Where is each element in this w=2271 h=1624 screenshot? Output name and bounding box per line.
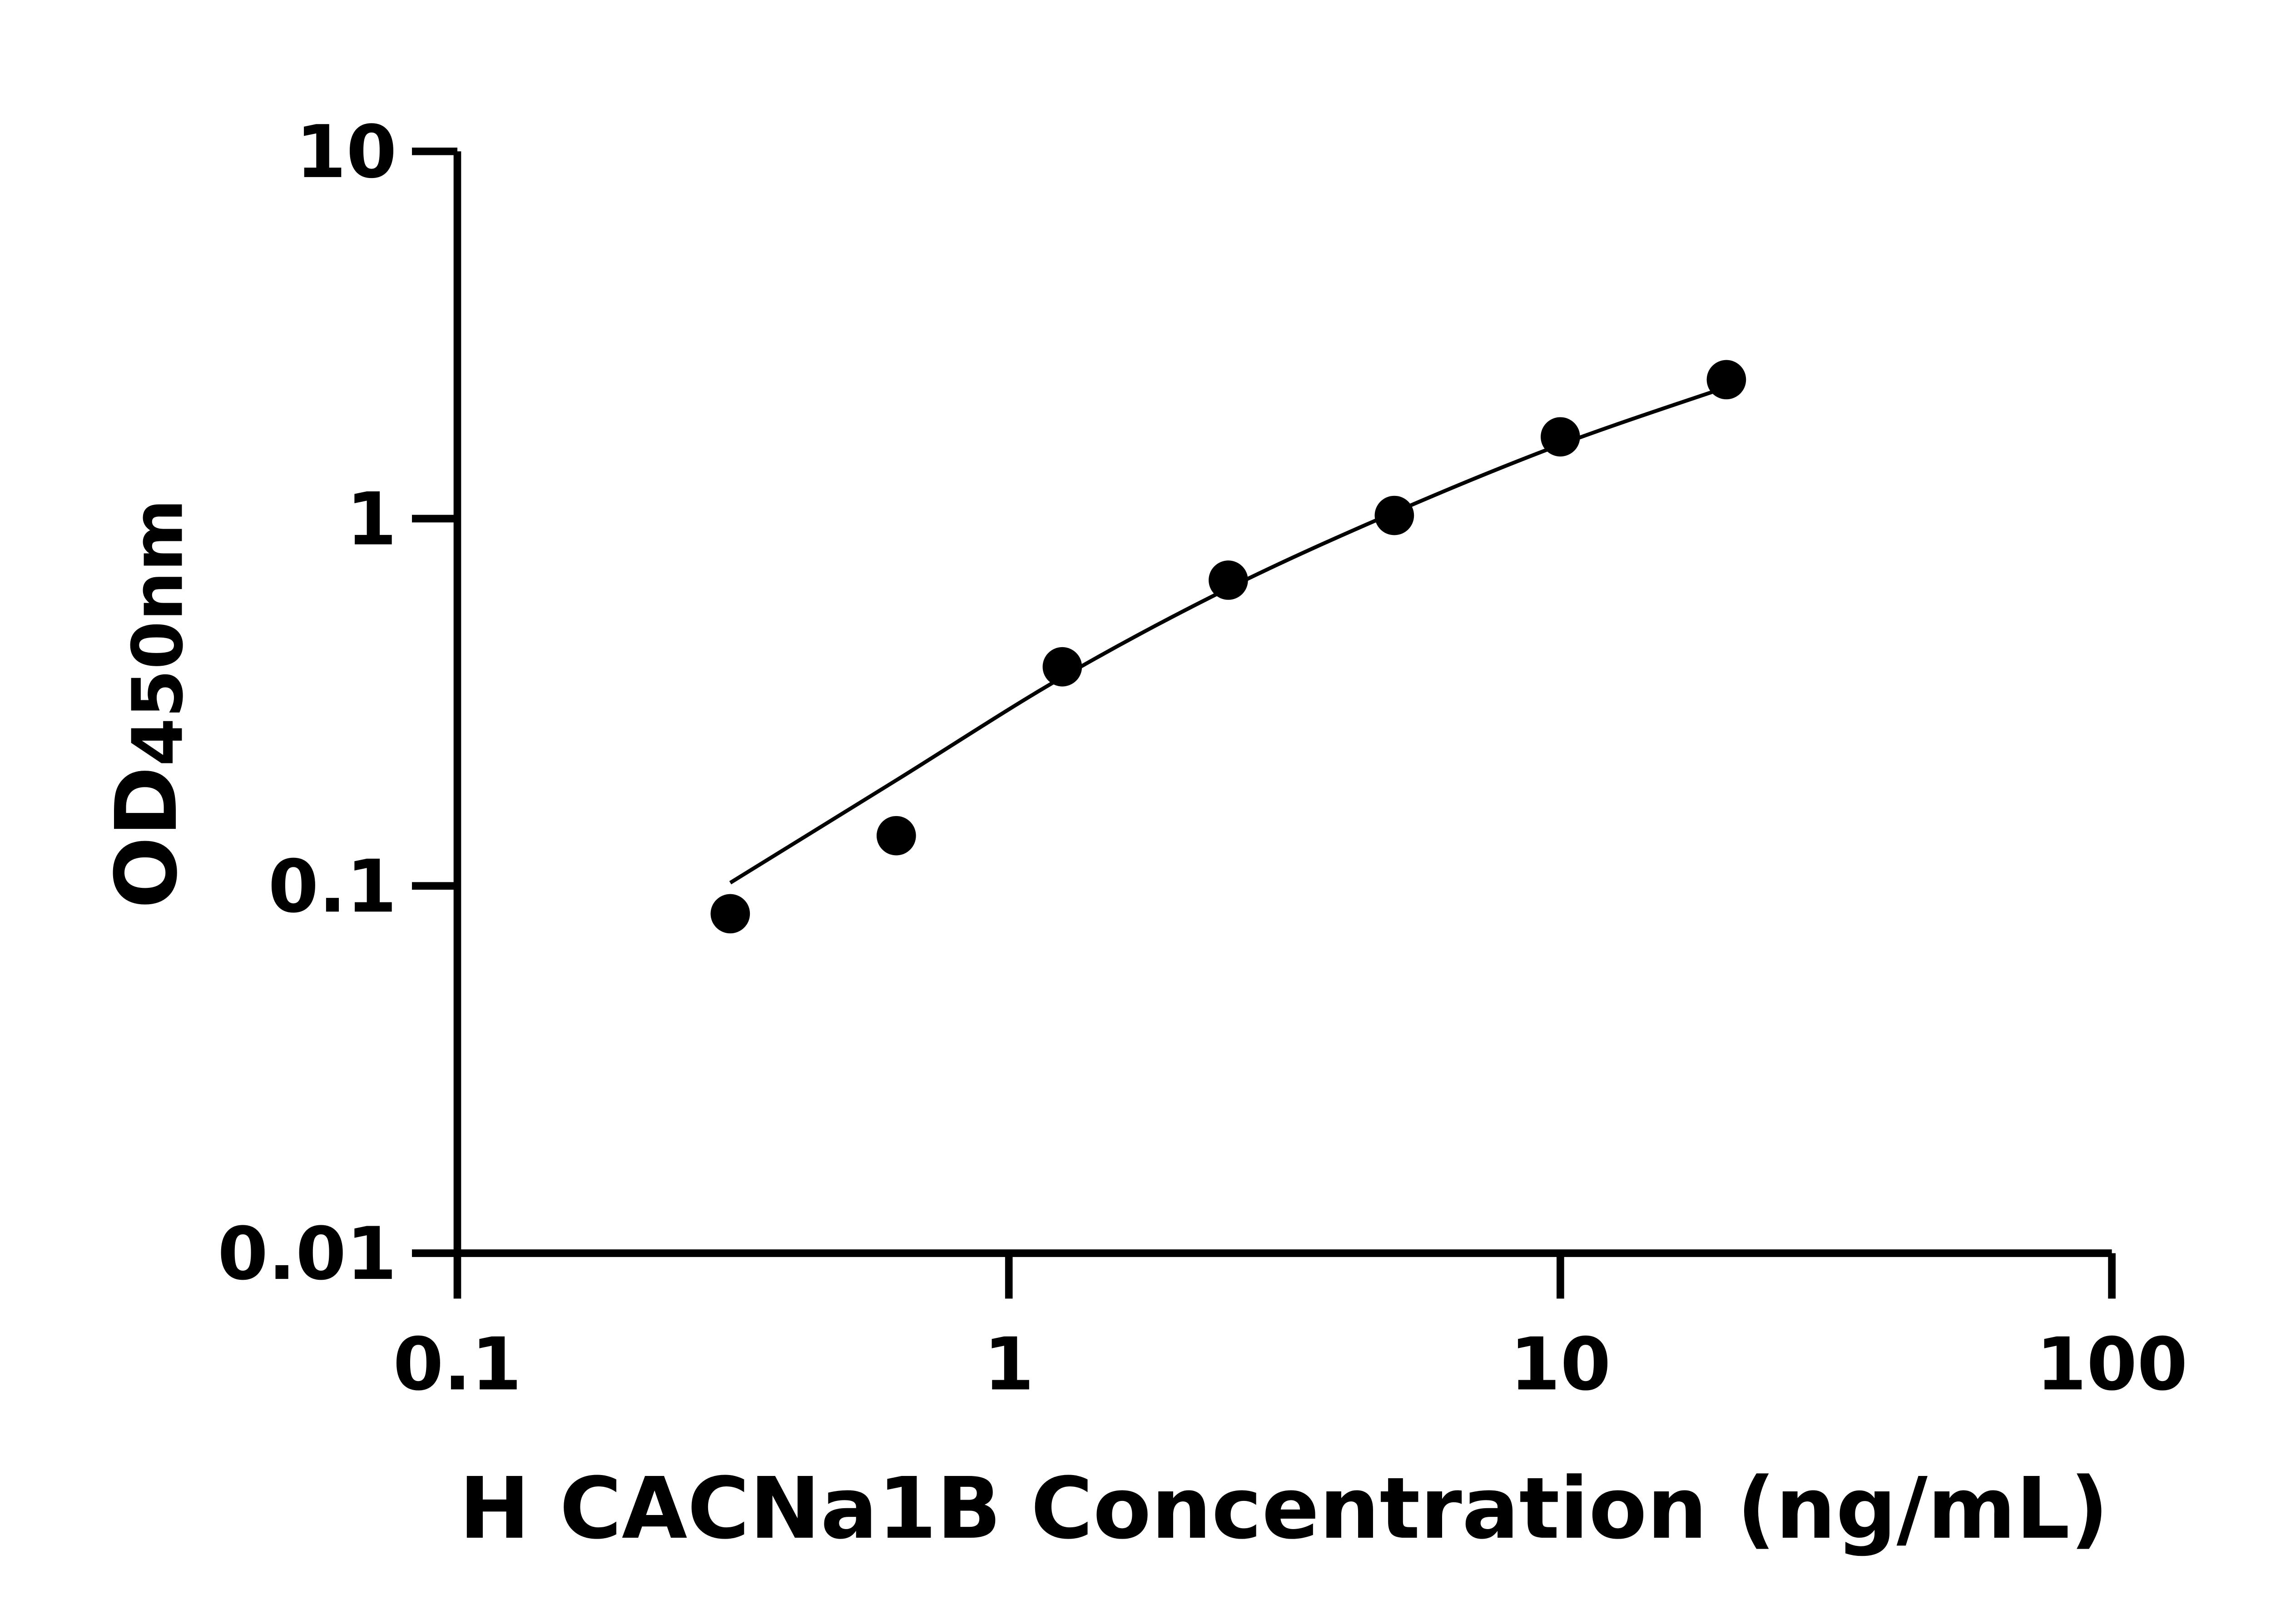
y-tick-label: 0.1: [268, 844, 397, 929]
y-axis-label-main: OD: [98, 766, 196, 909]
x-tick-label: 0.1: [393, 1322, 521, 1406]
fit-curve: [729, 385, 1727, 885]
data-points: [710, 360, 1746, 934]
x-axis-label: H CACNa1B Concentration (ng/mL): [459, 1460, 2109, 1558]
data-point: [1042, 647, 1082, 687]
y-tick-label: 0.01: [218, 1212, 397, 1296]
y-tick-label: 10: [296, 110, 397, 194]
x-tick-label: 10: [1510, 1322, 1611, 1406]
data-point: [1706, 360, 1746, 400]
data-point: [877, 816, 916, 856]
x-tick-labels: 0.1 1 10 100: [393, 1322, 2187, 1406]
x-tick-label: 1: [984, 1322, 1034, 1406]
x-tick-label: 100: [2036, 1322, 2188, 1406]
y-tick-label: 1: [346, 477, 397, 562]
data-point: [1541, 417, 1580, 457]
y-axis-label-subscript: 450nm: [118, 499, 198, 766]
y-tick-labels: 0.01 0.1 1 10: [218, 110, 397, 1296]
axes: [412, 147, 2116, 1299]
data-point: [1209, 560, 1248, 600]
data-point: [710, 894, 750, 934]
data-point: [1374, 495, 1414, 535]
y-axis-label: OD450nm: [98, 499, 198, 908]
